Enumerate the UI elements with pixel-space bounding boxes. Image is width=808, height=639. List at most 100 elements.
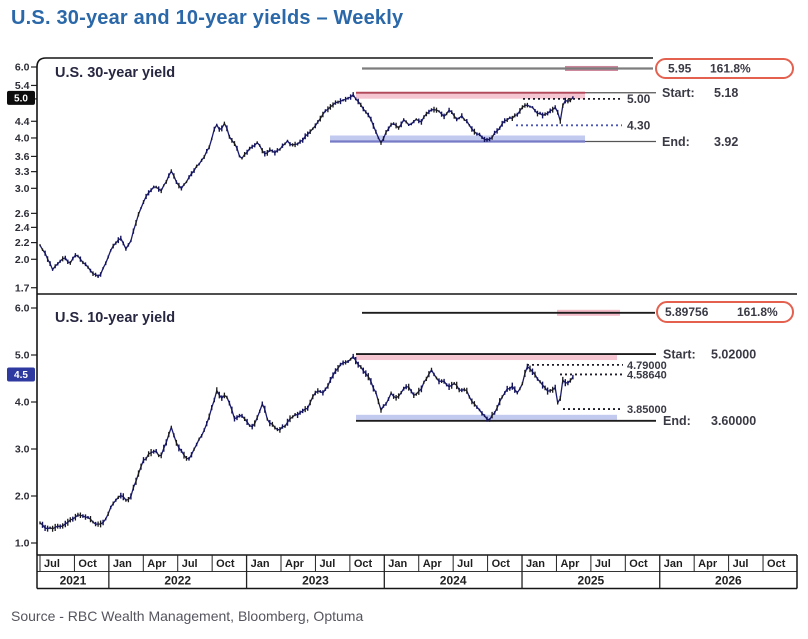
svg-text:Jan: Jan [664, 558, 683, 570]
start-pink-band [356, 355, 617, 361]
fib-161-oval [656, 301, 794, 323]
svg-text:Oct: Oct [216, 558, 235, 570]
svg-text:161.8%: 161.8% [710, 62, 751, 76]
panel-title: U.S. 30-year yield [55, 65, 175, 81]
svg-text:6.0: 6.0 [15, 62, 30, 74]
svg-text:Oct: Oct [492, 558, 511, 570]
svg-text:2.6: 2.6 [15, 208, 30, 220]
price-bars-black [39, 98, 572, 277]
y-axis-30y: 6.0 5.45.0 4.4 4.0 3.6 3.3 3.0 2.6 2.4 2.2 2.0 1.7 [15, 62, 37, 294]
price-line [39, 355, 574, 530]
svg-text:End:: End: [663, 414, 691, 428]
svg-text:3.6: 3.6 [15, 151, 30, 163]
svg-text:5.0: 5.0 [14, 93, 28, 104]
fib-end-annotation: End: 3.92 [330, 135, 738, 149]
svg-text:Jul: Jul [44, 558, 60, 570]
svg-text:4.0: 4.0 [15, 133, 30, 145]
svg-text:4.4: 4.4 [15, 116, 30, 128]
price-bars-navy [41, 353, 574, 532]
svg-text:Jan: Jan [388, 558, 407, 570]
svg-text:2023: 2023 [302, 574, 329, 588]
svg-text:Start:: Start: [662, 86, 695, 100]
svg-text:3.60000: 3.60000 [711, 414, 756, 428]
svg-text:2026: 2026 [715, 574, 742, 588]
svg-text:4.58640: 4.58640 [627, 369, 667, 381]
yields-chart-canvas: 6.05.45.04.44.03.63.33.02.62.42.22.01.75… [7, 57, 798, 590]
svg-text:Oct: Oct [354, 558, 373, 570]
svg-text:6.0: 6.0 [15, 303, 30, 315]
y-axis-10y: 6.0 5.0 4.0 3.0 2.0 1.0 [15, 303, 37, 550]
svg-text:Jul: Jul [319, 558, 335, 570]
fib-161-oval [655, 58, 794, 79]
svg-text:Jul: Jul [182, 558, 198, 570]
svg-text:5.4: 5.4 [15, 80, 30, 92]
svg-text:Oct: Oct [629, 558, 648, 570]
svg-text:Oct: Oct [78, 558, 97, 570]
svg-text:2025: 2025 [578, 574, 605, 588]
svg-text:2.2: 2.2 [15, 237, 30, 249]
svg-text:4.0: 4.0 [15, 397, 30, 409]
price-bars-black [39, 357, 572, 532]
page-title: U.S. 30-year and 10-year yields – Weekly [11, 7, 404, 29]
svg-text:1.0: 1.0 [15, 538, 30, 550]
svg-text:Jan: Jan [113, 558, 132, 570]
svg-text:3.3: 3.3 [15, 166, 30, 178]
fib-extension-annotation: 5.89756 161.8% [362, 301, 794, 323]
fib-start-annotation: Start: 5.18 [356, 86, 738, 100]
svg-text:2.4: 2.4 [15, 222, 30, 234]
svg-text:5.18: 5.18 [714, 86, 738, 100]
end-blue-band [330, 135, 585, 141]
svg-text:2.0: 2.0 [15, 491, 30, 503]
svg-text:End:: End: [662, 135, 690, 149]
svg-text:U.S. 10-year yield: U.S. 10-year yield [55, 310, 175, 326]
price-line [39, 93, 574, 277]
source-caption: Source - RBC Wealth Management, Bloomber… [11, 608, 364, 624]
panel-30y: 6.0 5.45.0 4.4 4.0 3.6 3.3 3.0 2.6 2.4 2.2 2.0 1.7 5… [7, 58, 794, 294]
svg-text:4.30: 4.30 [627, 118, 651, 132]
svg-text:Jul: Jul [733, 558, 749, 570]
svg-text:5.0: 5.0 [15, 350, 30, 362]
svg-text:Jan: Jan [526, 558, 545, 570]
svg-text:Jan: Jan [251, 558, 270, 570]
last-price-box-10y: 4.5 [7, 367, 35, 382]
price-bars-navy [44, 92, 574, 278]
svg-text:3.85000: 3.85000 [627, 404, 667, 416]
svg-text:Apr: Apr [147, 558, 167, 570]
svg-text:Jul: Jul [595, 558, 611, 570]
svg-text:5.02000: 5.02000 [711, 347, 756, 361]
svg-text:3.0: 3.0 [15, 183, 30, 195]
svg-text:2.0: 2.0 [15, 254, 30, 266]
svg-text:Start:: Start: [663, 347, 696, 361]
svg-text:161.8%: 161.8% [737, 305, 778, 319]
svg-text:3.92: 3.92 [714, 135, 738, 149]
svg-text:Oct: Oct [767, 558, 786, 570]
panel-borders [36, 57, 797, 556]
svg-text:4.79000: 4.79000 [627, 360, 667, 372]
svg-text:Apr: Apr [698, 558, 718, 570]
svg-text:5.89756: 5.89756 [665, 305, 709, 319]
svg-text:Apr: Apr [285, 558, 305, 570]
price-series-30y [39, 92, 574, 278]
svg-text:2024: 2024 [440, 574, 467, 588]
svg-text:Apr: Apr [560, 558, 580, 570]
panel-10y: 6.0 5.0 4.0 3.0 2.0 1.0 5.89756 161.8% Start: 5.0… [7, 301, 794, 550]
fib-end-annotation: End: 3.60000 [356, 414, 756, 428]
svg-text:Jul: Jul [457, 558, 473, 570]
svg-text:4.5: 4.5 [14, 370, 28, 381]
price-series-10y [39, 353, 574, 532]
svg-text:2021: 2021 [60, 574, 87, 588]
svg-text:5.00: 5.00 [627, 92, 651, 106]
svg-text:1.7: 1.7 [15, 282, 30, 294]
svg-text:Apr: Apr [423, 558, 443, 570]
start-pink-band [356, 93, 585, 99]
panel-title: U.S. 10-year yield [55, 310, 175, 326]
svg-text:3.0: 3.0 [15, 444, 30, 456]
fib-start-annotation: Start: 5.02000 [356, 347, 756, 361]
svg-text:2022: 2022 [164, 574, 191, 588]
last-price-box-30y: 5.0 [7, 90, 35, 105]
fib-extension-annotation: 5.95 161.8% [362, 58, 794, 79]
x-axis: Jul Oct Jan Apr Jul Oct Jan Apr Jul Oct Jan Apr Jul O… [36, 555, 798, 590]
svg-text:U.S. 30-year yield: U.S. 30-year yield [55, 65, 175, 81]
